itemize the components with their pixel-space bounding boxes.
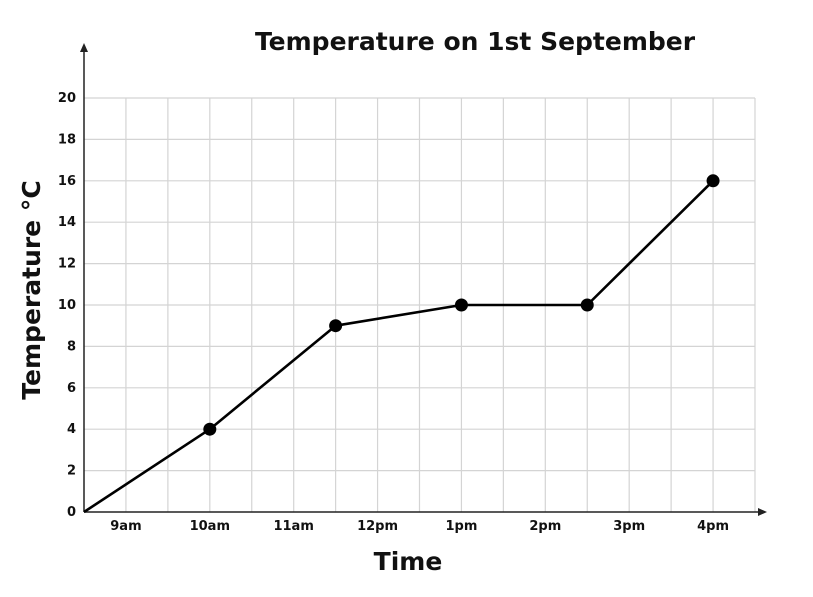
x-axis-arrow xyxy=(758,508,767,516)
y-tick-label: 4 xyxy=(67,422,76,437)
data-point xyxy=(454,298,468,312)
x-tick-labels: 9am 10am 11am 12pm 1pm 2pm 3pm 4pm xyxy=(110,519,729,534)
y-tick-label: 6 xyxy=(67,381,76,396)
y-tick-label: 18 xyxy=(58,132,76,147)
y-tick-label: 0 xyxy=(67,505,76,520)
x-tick-label: 4pm xyxy=(697,519,729,534)
series-line xyxy=(83,179,714,514)
x-tick-label: 10am xyxy=(190,519,230,534)
data-point xyxy=(580,298,594,312)
x-tick-label: 12pm xyxy=(357,519,398,534)
grid xyxy=(84,97,756,512)
x-tick-label: 11am xyxy=(273,519,313,534)
data-point xyxy=(329,319,343,333)
y-axis-arrow xyxy=(80,43,88,52)
x-tick-label: 3pm xyxy=(613,519,645,534)
chart-title: Temperature on 1st September xyxy=(255,27,696,56)
x-tick-label: 1pm xyxy=(445,519,477,534)
x-tick-label: 9am xyxy=(110,519,141,534)
y-tick-labels: 0 2 4 6 8 10 12 14 16 18 20 xyxy=(58,91,76,520)
y-tick-label: 12 xyxy=(58,257,76,272)
x-axis-title: Time xyxy=(374,547,443,576)
y-tick-label: 20 xyxy=(58,91,76,106)
data-point xyxy=(203,422,217,436)
x-tick-label: 2pm xyxy=(529,519,561,534)
y-tick-label: 2 xyxy=(67,464,76,479)
y-tick-label: 10 xyxy=(58,298,76,313)
series xyxy=(83,174,720,514)
y-tick-label: 8 xyxy=(67,339,76,354)
y-tick-label: 14 xyxy=(58,215,76,230)
axes xyxy=(80,43,767,516)
data-point xyxy=(706,174,720,188)
y-tick-label: 16 xyxy=(58,174,76,189)
y-axis-title: Temperature °C xyxy=(17,180,46,399)
